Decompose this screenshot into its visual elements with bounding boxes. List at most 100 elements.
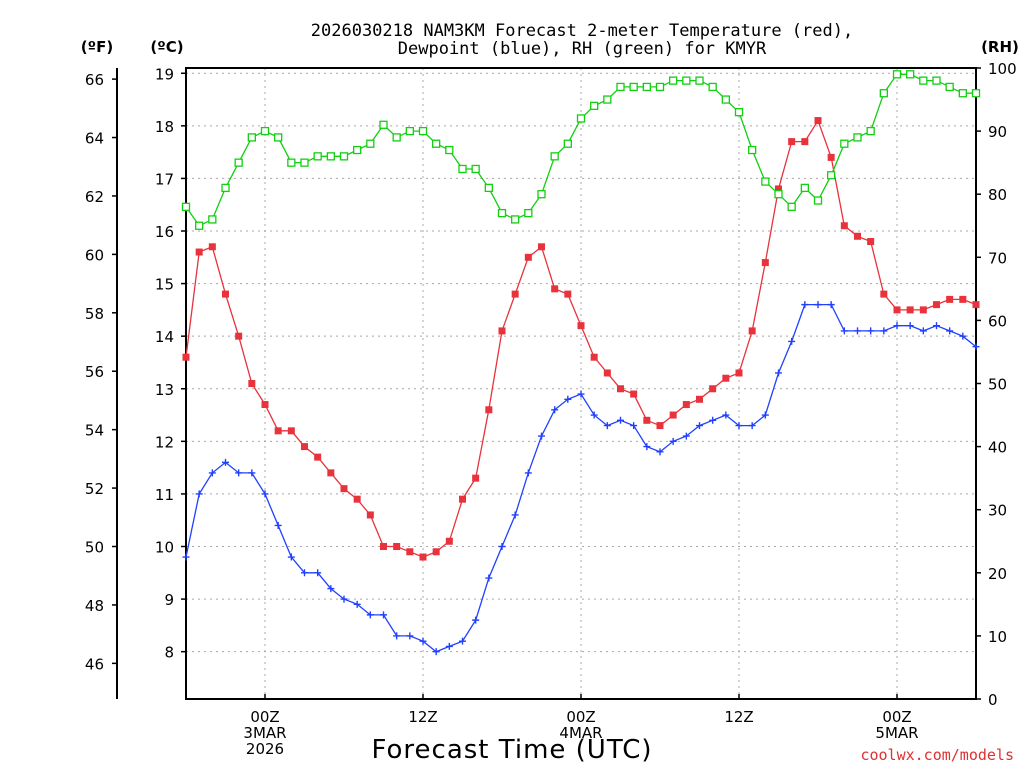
- temperature-point: [380, 543, 387, 551]
- dewpoint-point: [959, 332, 967, 340]
- celsius-tick-label: 16: [155, 223, 174, 241]
- rh-point: [827, 171, 836, 180]
- dewpoint-point: [696, 422, 703, 430]
- temperature-point: [972, 301, 980, 309]
- rh-point: [932, 76, 941, 85]
- rh-point: [853, 133, 862, 142]
- rh-point: [682, 76, 691, 85]
- fahrenheit-tick-label: 62: [85, 188, 104, 206]
- x-tick-label: 12Z: [724, 708, 753, 726]
- dewpoint-point: [814, 301, 822, 309]
- temperature-point: [419, 553, 427, 561]
- rh-tick-label: 100: [988, 60, 1017, 78]
- rh-point: [563, 139, 572, 148]
- temperature-point: [775, 185, 782, 193]
- fahrenheit-tick-label: 60: [85, 246, 104, 264]
- temperature-point: [459, 495, 466, 503]
- dewpoint-point: [459, 637, 466, 645]
- dewpoint-point: [340, 595, 348, 603]
- rh-point: [655, 82, 665, 92]
- x-tick-label: 12Z: [408, 708, 437, 726]
- temperature-point: [538, 243, 545, 251]
- temperature-point: [406, 548, 414, 556]
- fahrenheit-tick-label: 54: [85, 422, 104, 440]
- dewpoint-point: [788, 337, 796, 345]
- rh-point: [300, 158, 309, 167]
- dewpoint-point: [656, 448, 664, 456]
- temperature-point: [748, 327, 756, 335]
- rh-point: [484, 183, 493, 193]
- dewpoint-point: [801, 301, 809, 309]
- temperature-point: [603, 369, 611, 377]
- rh-point: [550, 152, 559, 161]
- temperature-point: [801, 138, 809, 146]
- temperature-point: [761, 259, 769, 267]
- fahrenheit-tick-label: 52: [85, 480, 104, 498]
- fahrenheit-tick-label: 46: [85, 655, 104, 673]
- rh-point: [181, 202, 191, 211]
- dewpoint-point: [735, 422, 743, 430]
- rh-tick-label: 20: [988, 565, 1007, 583]
- temperature-point: [656, 422, 664, 430]
- rh-point: [866, 126, 875, 136]
- rh-point: [418, 126, 428, 136]
- temperature-point: [959, 295, 967, 303]
- dewpoint-point: [327, 585, 335, 593]
- dewpoint-point: [577, 390, 585, 398]
- data-series: [181, 70, 981, 656]
- fahrenheit-tick-label: 64: [85, 130, 104, 148]
- dewpoint-point: [840, 327, 848, 335]
- dewpoint-point: [564, 395, 572, 403]
- temperature-point: [735, 369, 743, 377]
- dewpoint-point: [682, 432, 690, 440]
- rh-point: [603, 95, 612, 104]
- dewpoint-point: [261, 490, 269, 498]
- x-tick-label: 4MAR: [559, 724, 602, 742]
- temperature-point: [630, 390, 638, 398]
- rh-point: [616, 82, 625, 92]
- dewpoint-point: [617, 416, 624, 424]
- temperature-point: [314, 453, 322, 461]
- dewpoint-point: [380, 611, 387, 619]
- rh-point: [945, 82, 954, 92]
- rh-point: [339, 152, 349, 161]
- dewpoint-point: [314, 569, 322, 577]
- temperature-point: [933, 301, 940, 309]
- dewpoint-point: [906, 322, 914, 330]
- rh-point: [892, 70, 902, 79]
- dewpoint-point: [419, 637, 427, 645]
- temperature-point: [432, 548, 440, 556]
- rh-point: [642, 82, 651, 92]
- rh-point: [800, 183, 809, 193]
- rh-tick-label: 70: [988, 249, 1007, 267]
- rh-point: [353, 145, 362, 155]
- temperature-point: [788, 138, 796, 146]
- temperature-point: [274, 427, 282, 435]
- dewpoint-point: [524, 469, 532, 477]
- dewpoint-point: [235, 469, 243, 477]
- dewpoint-point: [709, 416, 717, 424]
- credit-text: coolwx.com/models: [860, 746, 1014, 764]
- temperature-point: [472, 474, 480, 482]
- dewpoint-point: [195, 490, 203, 498]
- celsius-tick-label: 14: [155, 328, 174, 346]
- rh-tick-label: 50: [988, 376, 1007, 394]
- fahrenheit-tick-label: 58: [85, 305, 104, 323]
- rh-point: [695, 76, 704, 85]
- dewpoint-point: [208, 469, 216, 477]
- fahrenheit-tick-label: 48: [85, 597, 104, 615]
- temperature-point: [946, 295, 954, 303]
- temperature-point: [814, 117, 822, 125]
- celsius-tick-label: 8: [164, 644, 174, 662]
- celsius-tick-label: 15: [155, 276, 174, 294]
- x-tick-label: 2026: [246, 740, 284, 758]
- rh-point: [669, 76, 678, 85]
- fahrenheit-tick-label: 66: [85, 71, 104, 89]
- celsius-tick-label: 9: [164, 591, 174, 609]
- rh-point: [774, 190, 783, 199]
- rh-point: [813, 196, 823, 205]
- dewpoint-point: [301, 569, 308, 577]
- rh-tick-label: 80: [988, 186, 1007, 204]
- rh-point: [326, 152, 335, 161]
